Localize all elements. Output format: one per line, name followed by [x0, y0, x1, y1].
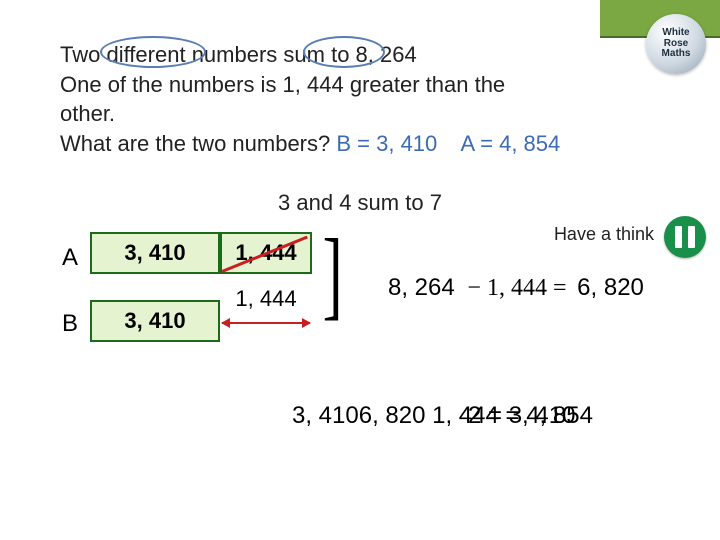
circle-different: [100, 36, 206, 68]
calc-result: 6, 820: [577, 274, 644, 301]
final-equation-overlay: 2 = 3, 410: [468, 402, 575, 430]
gap-label: 1, 444: [220, 286, 312, 312]
logo-text-3: Maths: [662, 49, 691, 60]
bar-label-a: A: [62, 244, 78, 272]
calc-minus: − 1, 444 =: [467, 275, 566, 301]
circle-sumto: [303, 36, 385, 68]
bar-b-part1-val: 3, 410: [90, 308, 220, 334]
q-line3: other.: [60, 99, 660, 129]
q-line2: One of the numbers is 1, 444 greater tha…: [60, 70, 660, 100]
answer-a: A = 4, 854: [461, 131, 561, 156]
gap-arrow: [222, 322, 310, 324]
hint-text: 3 and 4 sum to 7: [0, 190, 720, 216]
bar-a-part1-val: 3, 410: [90, 240, 220, 266]
calc-total: 8, 264: [388, 274, 455, 301]
q-line1-a: Two: [60, 42, 106, 67]
answer-b: B = 3, 410: [336, 131, 437, 156]
pause-icon: [664, 216, 706, 258]
q-line4: What are the two numbers?: [60, 131, 336, 156]
brace-icon: ]: [323, 216, 343, 331]
bar-label-b: B: [62, 310, 78, 338]
have-a-think-label: Have a think: [554, 224, 654, 245]
